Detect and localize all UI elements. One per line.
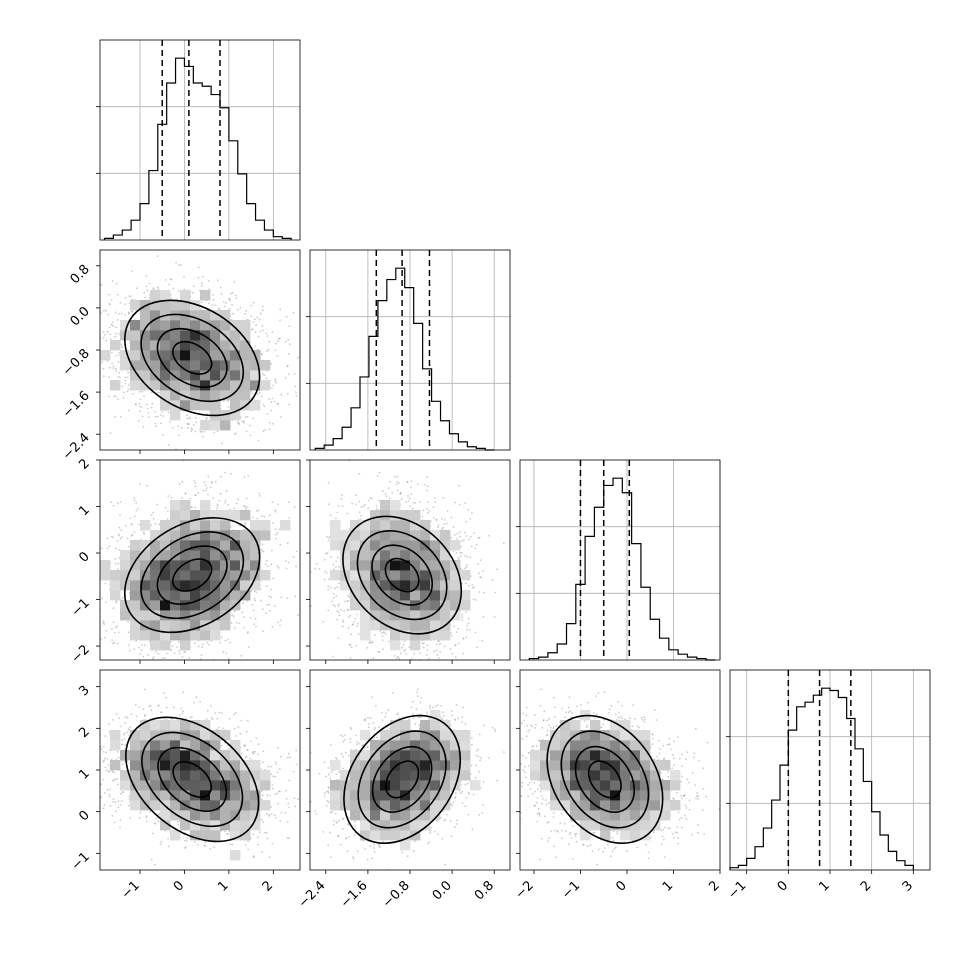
y-tick-label: 0.0 (68, 304, 93, 329)
contour-level-4 (384, 557, 420, 593)
contour-level-2 (560, 730, 650, 829)
contour-level-3 (371, 544, 434, 606)
x-tick-label: −2.4 (296, 878, 329, 911)
y-tick-label: 2 (76, 725, 92, 741)
contour-level-2 (357, 730, 447, 829)
contour-level-2 (141, 731, 244, 828)
y-tick-label: −2 (69, 642, 93, 666)
x-tick-label: −1 (119, 878, 143, 902)
y-tick-label: −1 (69, 596, 93, 620)
contour-level-3 (156, 545, 228, 605)
x-tick-label: 0 (171, 878, 187, 894)
x-tick-label: 0 (613, 878, 629, 894)
x-tick-label: 0 (775, 878, 791, 894)
x-tick-label: 3 (900, 878, 916, 894)
contour-level-3 (371, 745, 433, 813)
y-tick-label: 0 (76, 549, 92, 565)
contour-level-4 (384, 760, 420, 799)
panel-frame (309, 249, 511, 451)
contour-level-2 (356, 529, 448, 621)
scatter-panel-2-1 (96, 249, 301, 454)
scatter-panel-4-3 (516, 669, 721, 874)
scatter-panel-3-2 (306, 459, 511, 664)
y-tick-label: 0.8 (68, 262, 93, 287)
contour-level-1 (546, 714, 664, 845)
x-tick-label: 2 (858, 878, 874, 894)
histogram-panel-3 (516, 459, 721, 661)
scatter-content (310, 688, 505, 870)
y-tick-label: 1 (76, 766, 92, 782)
x-tick-label: −1 (725, 878, 749, 902)
histogram-line-3 (528, 477, 716, 661)
panel-frame (99, 459, 301, 661)
y-tick-label: −2.4 (60, 430, 93, 463)
y-tick-label: 0 (76, 808, 92, 824)
y-tick-label: 2 (76, 456, 92, 472)
x-tick-label: 2 (260, 878, 276, 894)
contour-level-4 (172, 558, 213, 592)
y-tick-label: 3 (76, 683, 92, 699)
contour-level-3 (156, 327, 228, 388)
y-tick-label: 1 (76, 503, 92, 519)
histogram-panel-1 (96, 39, 301, 241)
histogram-line-2 (314, 267, 495, 451)
contour-level-2 (140, 531, 245, 620)
histogram-panel-2 (306, 249, 511, 451)
contour-level-1 (124, 299, 261, 417)
contour-level-1 (123, 517, 261, 634)
contour-level-3 (157, 746, 228, 812)
x-tick-label: 1 (816, 878, 832, 894)
contour-level-1 (125, 716, 260, 843)
contour-level-4 (172, 760, 213, 798)
x-tick-label: 1 (660, 878, 676, 894)
scatter-content (520, 688, 720, 870)
histogram-line-4 (729, 687, 914, 870)
contour-level-2 (140, 313, 245, 403)
scatter-panel-4-2 (306, 669, 511, 874)
x-tick-label: −1 (559, 878, 583, 902)
scatter-panel-4-1 (96, 669, 301, 874)
x-tick-label: 0.0 (430, 878, 455, 903)
x-tick-label: 1 (215, 878, 231, 894)
y-tick-label: −0.8 (60, 346, 93, 379)
y-tick-label: −1.6 (60, 388, 93, 421)
x-tick-label: 2 (706, 878, 722, 894)
x-tick-label: 0.8 (472, 878, 497, 903)
x-tick-label: −0.8 (380, 878, 413, 911)
scatter-content (100, 460, 299, 660)
x-tick-label: −1.6 (338, 878, 371, 911)
panel-frame (99, 39, 301, 241)
y-tick-label: −1 (69, 850, 93, 874)
contour-level-4 (587, 760, 622, 799)
histogram-panel-4 (726, 669, 931, 871)
x-tick-label: −2 (513, 878, 537, 902)
scatter-content (100, 688, 299, 870)
contour-level-1 (343, 714, 462, 844)
scatter-panel-3-1 (96, 459, 301, 664)
histogram-line-1 (103, 57, 292, 240)
contour-level-3 (574, 745, 636, 813)
contour-level-1 (342, 515, 463, 635)
panel-frame (519, 459, 721, 661)
scatter-content (310, 460, 505, 660)
contour-level-4 (172, 340, 213, 375)
scatter-content (100, 255, 299, 450)
